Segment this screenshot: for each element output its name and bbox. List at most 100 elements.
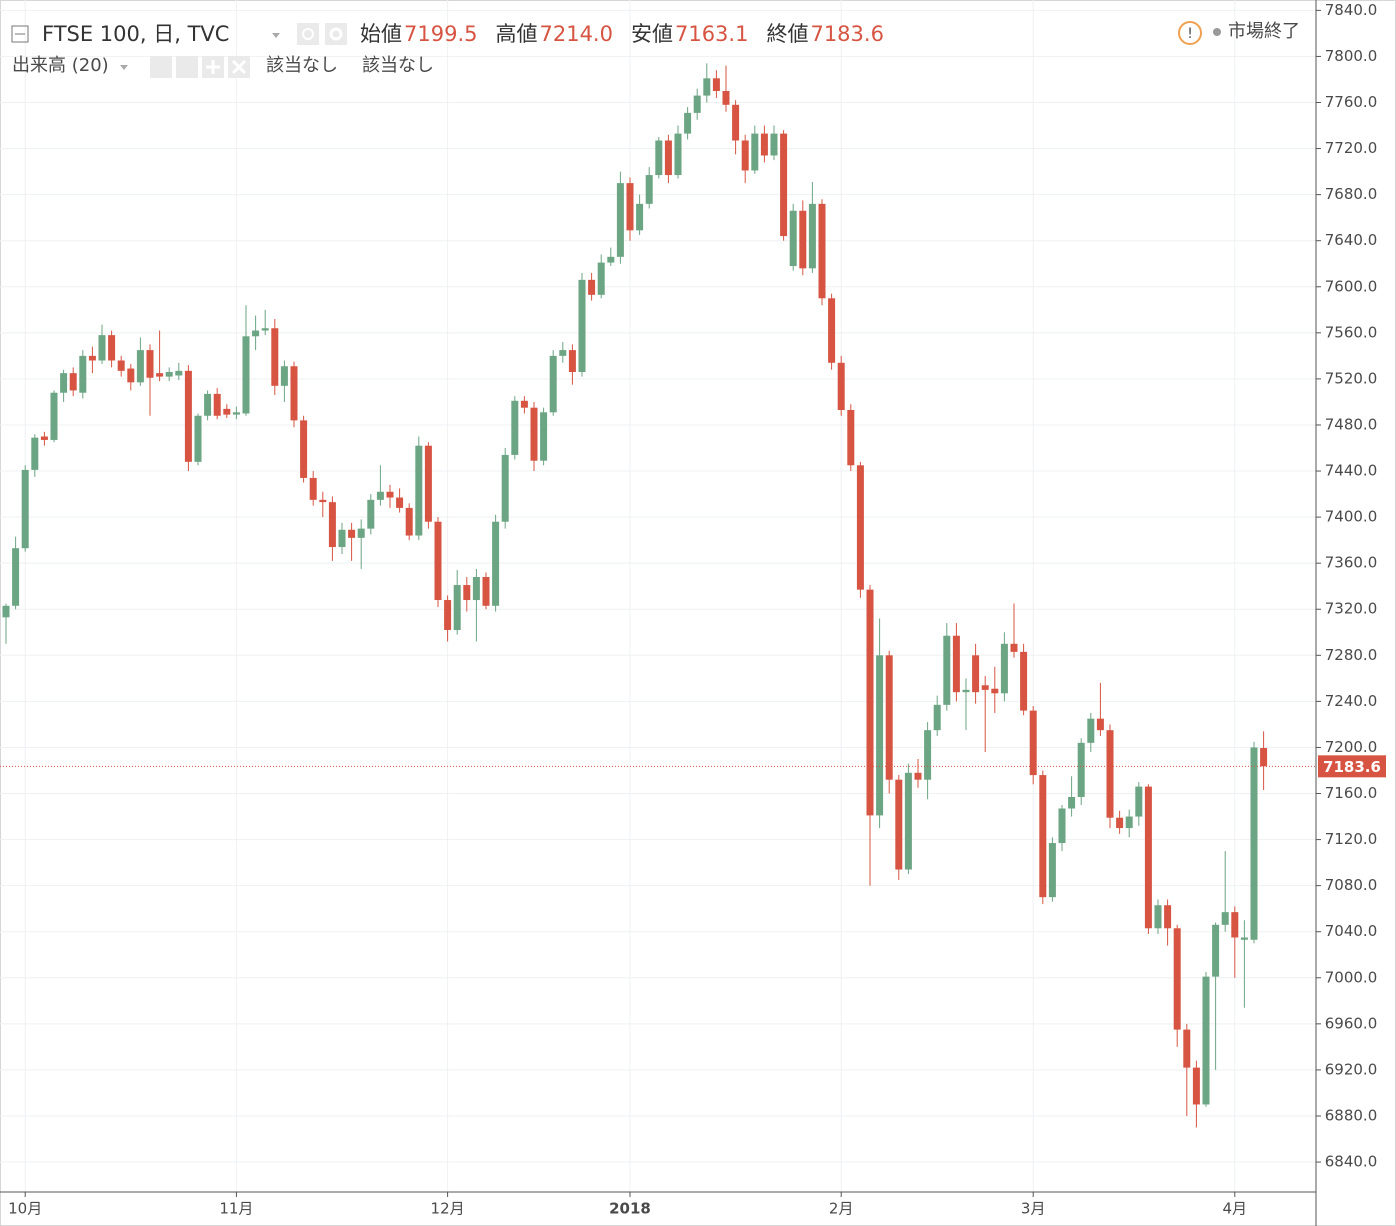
dropdown-arrow[interactable]	[272, 33, 280, 38]
candle-body	[1020, 651, 1028, 711]
candle-body	[1183, 1029, 1191, 1068]
ohlc-label: 始値	[360, 22, 402, 46]
candle-body	[415, 445, 423, 536]
ohlc-label: 高値	[495, 22, 537, 46]
candle-body	[348, 529, 356, 538]
candle-body	[770, 133, 778, 156]
candle-body	[309, 477, 317, 500]
candle-body	[760, 133, 768, 156]
candle-body	[866, 589, 874, 816]
candle-body	[232, 412, 240, 415]
candle-body	[914, 772, 922, 780]
candle-body	[751, 133, 759, 171]
candle-body	[242, 336, 250, 414]
candle-body	[568, 350, 576, 372]
y-tick-label: 7440.0	[1325, 462, 1378, 480]
warning-icon[interactable]	[1178, 21, 1202, 45]
candle-body	[1231, 912, 1239, 938]
candle-body	[1125, 816, 1133, 829]
remove-icon-x	[231, 59, 247, 75]
ohlc-value: 7214.0	[539, 22, 612, 46]
candle-body	[79, 355, 87, 393]
candles	[0, 63, 1316, 1128]
candle-body	[223, 408, 231, 415]
y-tick-label: 6840.0	[1325, 1153, 1378, 1171]
dropdown-arrow[interactable]	[120, 65, 128, 70]
candle-body	[290, 366, 298, 421]
y-tick-label: 7400.0	[1325, 508, 1378, 526]
candle-body	[117, 360, 125, 371]
candle-body	[847, 410, 855, 466]
add-icon-plus	[206, 60, 220, 74]
candle-body	[818, 203, 826, 299]
candle-body	[1212, 924, 1220, 977]
candle-body	[540, 412, 548, 461]
candle-body	[1010, 643, 1018, 652]
candle-body	[338, 529, 346, 548]
candle-body	[1106, 730, 1114, 818]
candle-body	[156, 373, 164, 377]
y-tick-label: 7120.0	[1325, 830, 1378, 848]
candle-body	[328, 502, 336, 548]
candle-body	[12, 548, 20, 606]
candle-body	[616, 183, 624, 257]
candle-body	[732, 104, 740, 141]
candle-body	[597, 262, 605, 295]
candle-body	[933, 704, 941, 731]
ohlc-value: 7199.5	[404, 22, 477, 46]
candle-body	[396, 497, 404, 508]
chart-title: FTSE 100, 日, TVC	[42, 22, 229, 46]
y-tick-label: 7560.0	[1325, 323, 1378, 341]
x-tick-label: 2018	[609, 1200, 651, 1218]
y-tick-label: 7720.0	[1325, 139, 1378, 157]
visibility-icon[interactable]	[150, 56, 172, 78]
candle-body	[175, 370, 183, 376]
grid	[0, 0, 1316, 1192]
candle-body	[300, 420, 308, 478]
candle-body	[1087, 718, 1095, 743]
last-price-label: 7183.6	[1323, 758, 1381, 776]
indicator-value: 該当なし	[266, 55, 338, 76]
x-tick-label: 10月	[8, 1200, 42, 1218]
y-tick-label: 7280.0	[1325, 646, 1378, 664]
candle-body	[703, 78, 711, 96]
candle-body	[1240, 937, 1248, 940]
candle-body	[405, 507, 413, 536]
candle-body	[1039, 775, 1047, 898]
candle-body	[1000, 643, 1008, 694]
x-tick-label: 4月	[1223, 1200, 1248, 1218]
settings-icon[interactable]	[325, 23, 347, 45]
candle-body	[127, 368, 135, 383]
candle-body	[636, 203, 644, 231]
candle-body	[972, 655, 980, 693]
candle-body	[1173, 928, 1181, 1030]
candle-body	[520, 400, 528, 408]
candle-body	[895, 779, 903, 870]
candle-body	[472, 576, 480, 601]
collapse-icon[interactable]	[11, 25, 29, 43]
candle-body	[482, 576, 490, 606]
candle-body	[655, 140, 663, 176]
candle-body	[165, 371, 173, 377]
candle-body	[981, 685, 989, 690]
candle-body	[741, 140, 749, 171]
y-tick-label: 6960.0	[1325, 1014, 1378, 1032]
visibility-icon[interactable]	[297, 23, 319, 45]
candle-body	[1144, 786, 1152, 929]
settings-icon-gear	[329, 27, 343, 41]
status-dot	[1213, 28, 1221, 36]
candle-body	[885, 655, 893, 780]
visibility-icon-eye	[302, 28, 314, 40]
candle-body	[674, 133, 682, 176]
settings-icon[interactable]	[176, 56, 198, 78]
candle-body	[876, 655, 884, 816]
y-tick-label: 7040.0	[1325, 922, 1378, 940]
candle-body	[424, 445, 432, 522]
candle-body	[1250, 747, 1258, 940]
candle-body	[146, 350, 154, 378]
candle-body	[453, 585, 461, 630]
y-tick-label: 7840.0	[1325, 1, 1378, 19]
candle-body	[943, 635, 951, 705]
y-tick-label: 7640.0	[1325, 231, 1378, 249]
y-tick-label: 6880.0	[1325, 1106, 1378, 1124]
